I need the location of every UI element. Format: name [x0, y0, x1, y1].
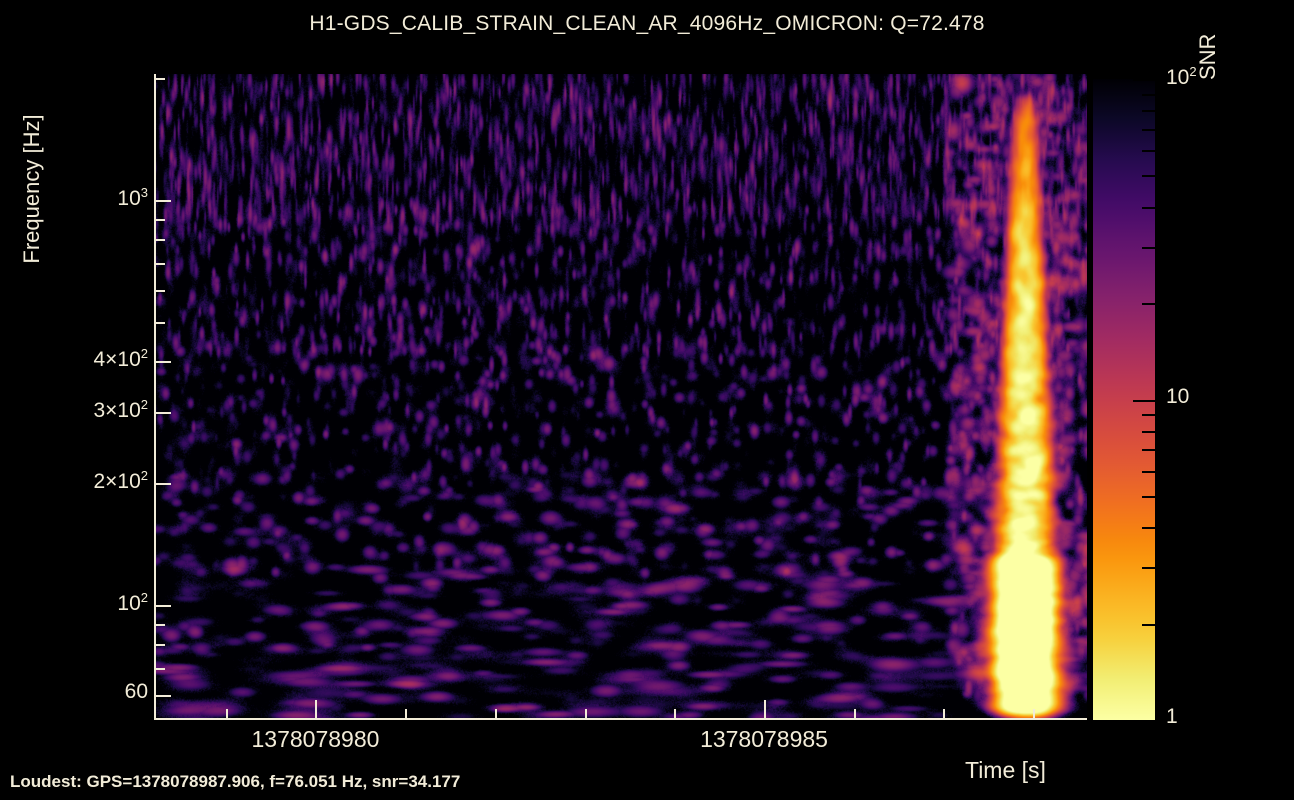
- colorbar-tick-mark: [1142, 246, 1155, 249]
- spectrogram-plot-area: [154, 74, 1087, 720]
- x-tick-mark: [853, 709, 856, 720]
- colorbar-tick-label: 10: [1166, 384, 1190, 408]
- colorbar-tick-mark: [1142, 93, 1155, 96]
- colorbar-tick-mark: [1142, 175, 1155, 178]
- colorbar-tick-label: 102: [1166, 64, 1197, 89]
- x-tick-mark: [764, 700, 767, 720]
- x-tick-mark: [584, 709, 587, 720]
- colorbar-tick-mark: [1142, 128, 1155, 131]
- colorbar-tick-mark: [1142, 150, 1155, 153]
- x-tick-mark: [315, 700, 318, 720]
- x-tick-mark: [674, 709, 677, 720]
- x-tick-label: 1378078980: [251, 726, 380, 752]
- colorbar-tick-mark: [1142, 495, 1155, 498]
- y-tick-mark: [154, 644, 165, 647]
- y-tick-label: 4×102: [93, 346, 148, 372]
- y-tick-mark: [154, 218, 165, 221]
- y-tick-mark: [154, 262, 165, 265]
- y-tick-mark: [154, 200, 171, 203]
- y-tick-label: 103: [117, 185, 148, 211]
- spectrogram-image: [154, 74, 1087, 720]
- colorbar-tick-mark: [1142, 430, 1155, 433]
- page-title: H1-GDS_CALIB_STRAIN_CLEAN_AR_4096Hz_OMIC…: [309, 12, 985, 35]
- colorbar-tick-mark: [1142, 414, 1155, 417]
- y-tick-mark: [154, 411, 171, 414]
- colorbar-tick-mark: [1133, 79, 1155, 81]
- colorbar-tick-mark: [1142, 303, 1155, 306]
- y-tick-mark: [154, 483, 171, 486]
- y-tick-mark: [154, 361, 171, 364]
- y-tick-mark: [154, 321, 165, 324]
- colorbar-tick-mark: [1142, 449, 1155, 452]
- x-tick-mark: [494, 709, 497, 720]
- colorbar-tick-mark: [1142, 527, 1155, 530]
- colorbar-tick-label: 1: [1166, 705, 1178, 728]
- colorbar-tick-mark: [1142, 110, 1155, 113]
- colorbar-tick-mark: [1133, 720, 1155, 722]
- y-tick-mark: [154, 289, 165, 292]
- y-tick-label: 60: [124, 679, 148, 703]
- y-tick-label: 2×102: [93, 468, 148, 494]
- colorbar-tick-mark: [1142, 206, 1155, 209]
- y-tick-mark: [154, 78, 165, 81]
- snr-colorbar: [1093, 79, 1155, 722]
- colorbar-tick-mark: [1142, 567, 1155, 570]
- y-tick-label: 102: [117, 590, 148, 615]
- x-tick-mark: [943, 709, 946, 720]
- colorbar-tick-mark: [1142, 623, 1155, 626]
- y-tick-label: 3×102: [93, 396, 148, 422]
- colorbar-tick-mark: [1142, 470, 1155, 473]
- y-tick-mark: [154, 667, 165, 670]
- y-tick-mark: [154, 239, 165, 242]
- x-axis-label: Time [s]: [965, 757, 1046, 783]
- y-tick-mark: [154, 623, 165, 626]
- x-tick-label: 1378078985: [700, 726, 828, 752]
- colorbar-title: SNR: [1195, 33, 1220, 80]
- y-tick-mark: [154, 694, 171, 697]
- x-tick-mark: [225, 709, 228, 720]
- colorbar-tick-mark: [1133, 399, 1155, 402]
- x-tick-mark: [405, 709, 408, 720]
- loudest-event-status: Loudest: GPS=1378078987.906, f=76.051 Hz…: [10, 772, 461, 791]
- y-tick-mark: [154, 605, 171, 607]
- x-tick-mark: [1033, 709, 1036, 720]
